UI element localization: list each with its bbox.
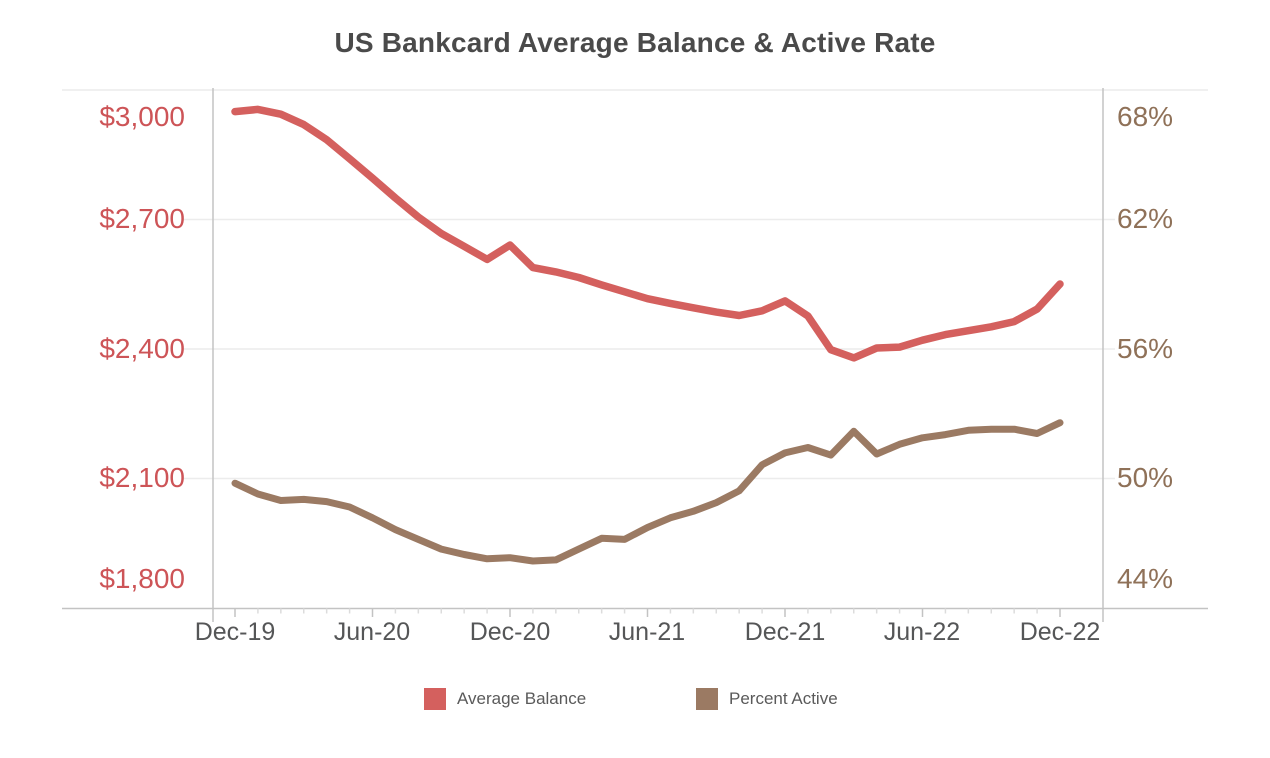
x-tick-label: Dec-19: [194, 618, 276, 646]
x-axis-ticks: [234, 608, 1061, 617]
legend: Average Balance Percent Active: [0, 688, 1270, 712]
axis-frame: [62, 88, 1208, 622]
y-right-tick-label: 44%: [1117, 563, 1174, 594]
series-lines: [231, 105, 1064, 565]
legend-item-average-balance[interactable]: Average Balance: [424, 688, 586, 710]
x-tick-label: Dec-21: [744, 618, 826, 646]
x-tick-label: Jun-20: [333, 618, 411, 646]
x-tick-label: Jun-21: [608, 618, 686, 646]
y-left-tick-label: $1,800: [99, 563, 185, 594]
y-left-tick-label: $2,400: [99, 333, 185, 364]
legend-swatch-percent-active: [696, 688, 718, 710]
gridlines: [62, 89, 1208, 480]
legend-swatch-average-balance: [424, 688, 446, 710]
y-right-tick-label: 68%: [1117, 101, 1174, 132]
legend-label-average-balance: Average Balance: [457, 689, 587, 708]
y-right-tick-label: 50%: [1117, 462, 1174, 493]
percent-active-line[interactable]: [231, 419, 1064, 565]
y-left-tick-label: $2,100: [99, 462, 185, 493]
legend-item-percent-active[interactable]: Percent Active: [696, 688, 838, 710]
y-right-tick-label: 56%: [1117, 333, 1174, 364]
chart-title: US Bankcard Average Balance & Active Rat…: [334, 27, 936, 58]
y-left-tick-label: $2,700: [99, 203, 185, 234]
x-tick-label: Dec-20: [469, 618, 551, 646]
x-tick-label: Dec-22: [1019, 618, 1101, 646]
legend-label-percent-active: Percent Active: [729, 689, 838, 708]
y-left-tick-label: $3,000: [99, 101, 185, 132]
x-tick-label: Jun-22: [883, 618, 961, 646]
average-balance-line[interactable]: [231, 105, 1064, 362]
y-right-tick-label: 62%: [1117, 203, 1174, 234]
